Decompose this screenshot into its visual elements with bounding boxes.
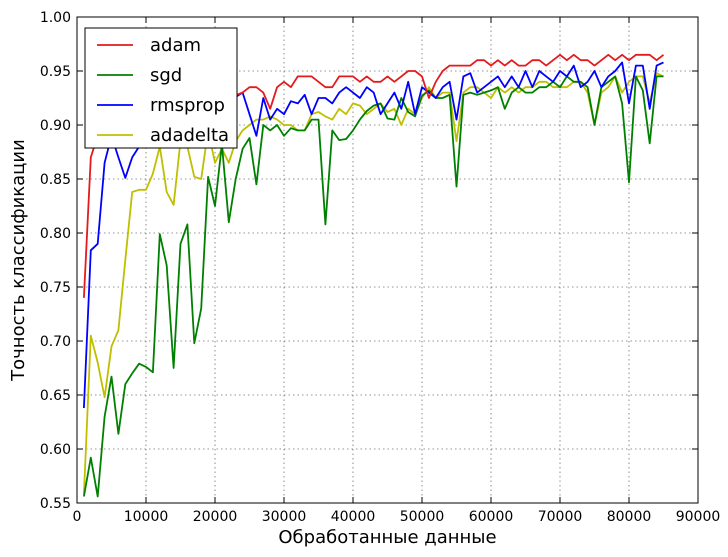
x-tick-label: 0 [73, 509, 82, 525]
x-axis-label: Обработанные данные [278, 527, 496, 548]
x-tick-label: 40000 [331, 509, 376, 525]
y-tick-label: 0.55 [40, 496, 71, 512]
x-tick-label: 90000 [676, 509, 721, 525]
y-tick-label: 0.75 [40, 280, 71, 296]
x-tick-label: 50000 [400, 509, 445, 525]
y-tick-label: 0.85 [40, 172, 71, 188]
y-tick-label: 0.80 [40, 226, 71, 242]
legend-label-adadelta: adadelta [150, 125, 229, 146]
legend-label-adam: adam [150, 35, 201, 56]
y-tick-label: 0.70 [40, 334, 71, 350]
x-tick-label: 70000 [538, 509, 583, 525]
y-tick-label: 0.95 [40, 64, 71, 80]
y-tick-label: 0.65 [40, 388, 71, 404]
x-tick-label: 80000 [607, 509, 652, 525]
legend-box [84, 27, 238, 149]
y-tick-label: 0.90 [40, 118, 71, 134]
legend: adam sgd rmsprop adadelta [84, 27, 238, 149]
x-tick-label: 20000 [193, 509, 238, 525]
plot-area-frame [76, 16, 699, 504]
y-axis-label: Точность классификации [8, 139, 29, 382]
x-tick-label: 30000 [262, 509, 307, 525]
y-tick-label: 0.60 [40, 442, 71, 458]
x-tick-label: 60000 [469, 509, 514, 525]
axis-ticks: 0 10000 20000 30000 40000 50000 60000 70000 8000… [40, 10, 720, 525]
y-tick-label: 1.00 [40, 10, 71, 26]
x-tick-label: 10000 [124, 509, 169, 525]
legend-label-sgd: sgd [150, 65, 182, 86]
legend-label-rmsprop: rmsprop [150, 95, 225, 116]
